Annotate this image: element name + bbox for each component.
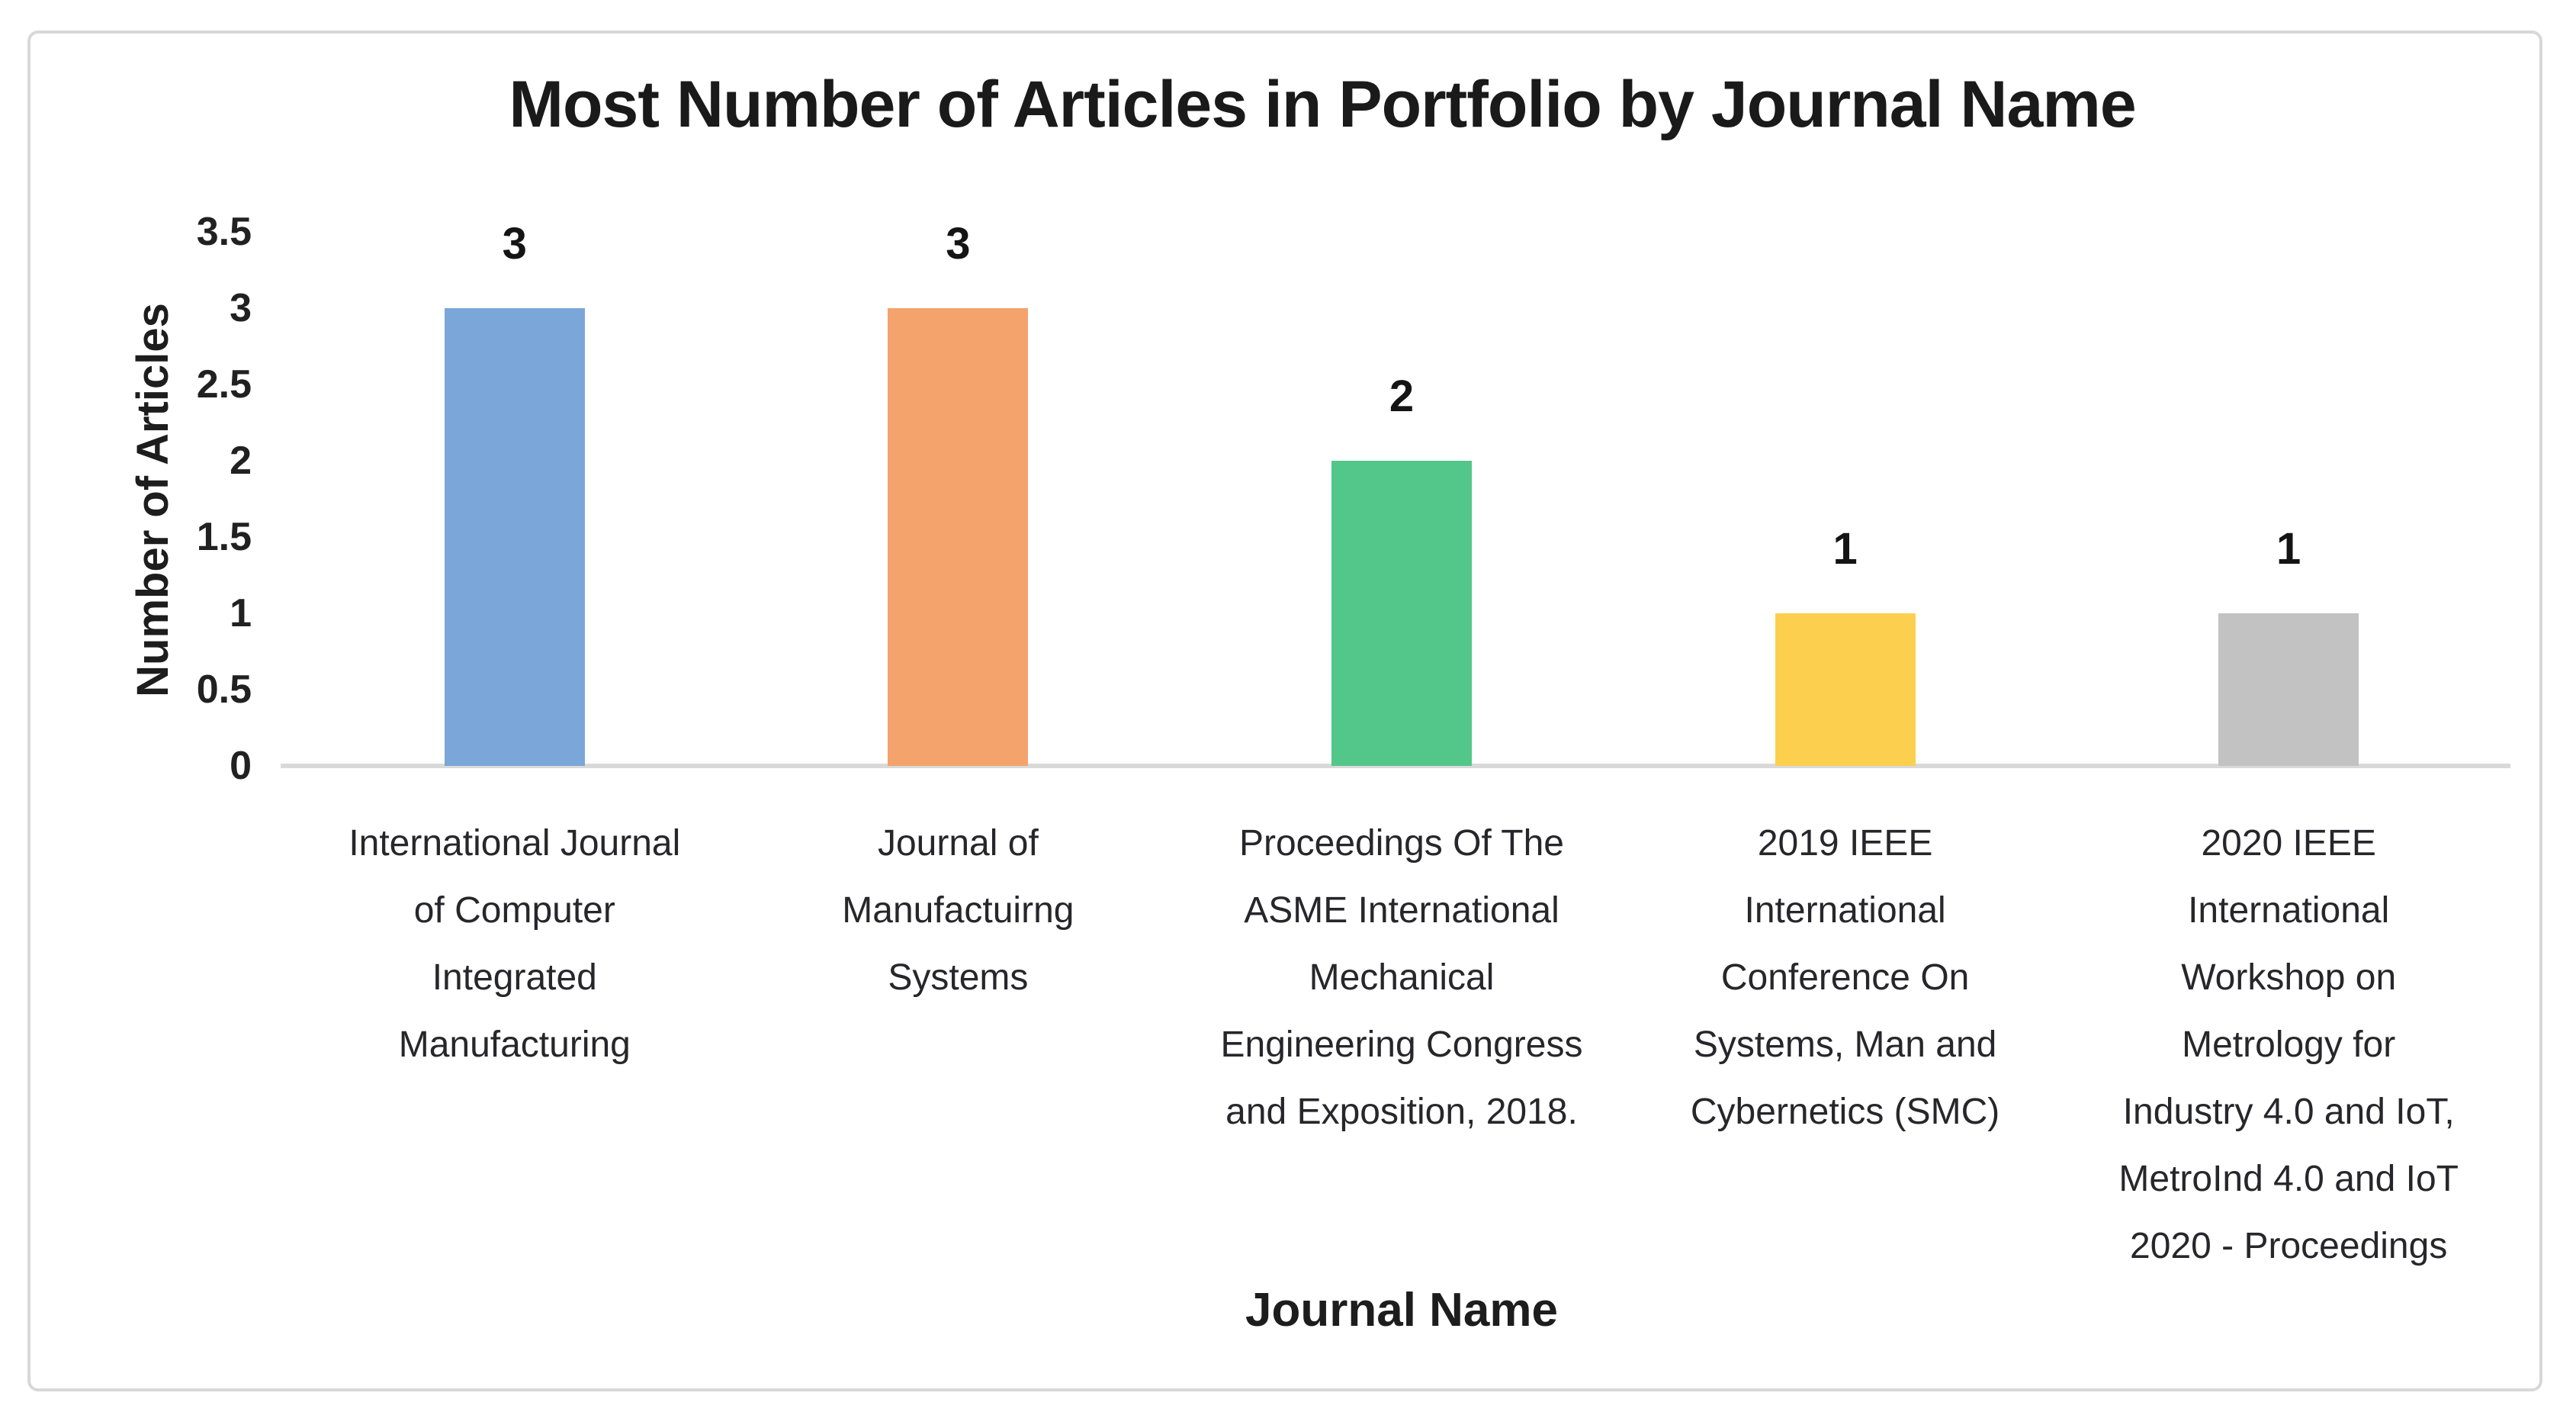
y-tick-label: 0.5	[196, 667, 252, 712]
y-tick-label: 1.5	[196, 515, 252, 559]
y-tick-label: 2.5	[196, 362, 252, 407]
bar	[888, 308, 1029, 766]
bar	[444, 308, 585, 766]
y-tick-label: 1	[230, 591, 252, 635]
y-tick-label: 2	[230, 439, 252, 483]
bar	[1331, 461, 1472, 766]
bar-value-label: 3	[946, 219, 971, 269]
bar	[2218, 613, 2359, 766]
x-axis-title: Journal Name	[1245, 1284, 1559, 1337]
y-tick-label: 0	[230, 744, 252, 788]
x-tick-label: Proceedings Of The ASME International Me…	[1220, 823, 1583, 1132]
y-tick-label: 3.5	[196, 210, 252, 254]
bar-value-label: 1	[1832, 524, 1858, 574]
x-axis-line	[281, 764, 2510, 768]
chart-title: Most Number of Articles in Portfolio by …	[509, 68, 2136, 141]
x-tick-label: International Journal of Computer Integr…	[348, 823, 681, 1065]
bar-value-label: 3	[502, 219, 527, 269]
bar-value-label: 2	[1389, 372, 1415, 421]
x-tick-label: 2020 IEEE International Workshop on Metr…	[2118, 823, 2459, 1266]
x-tick-label: Journal of Manufactuirng Systems	[842, 823, 1074, 998]
bar	[1775, 613, 1916, 766]
bar-value-label: 1	[2276, 524, 2301, 574]
x-tick-label: 2019 IEEE International Conference On Sy…	[1690, 823, 2000, 1132]
y-tick-label: 3	[230, 286, 252, 330]
